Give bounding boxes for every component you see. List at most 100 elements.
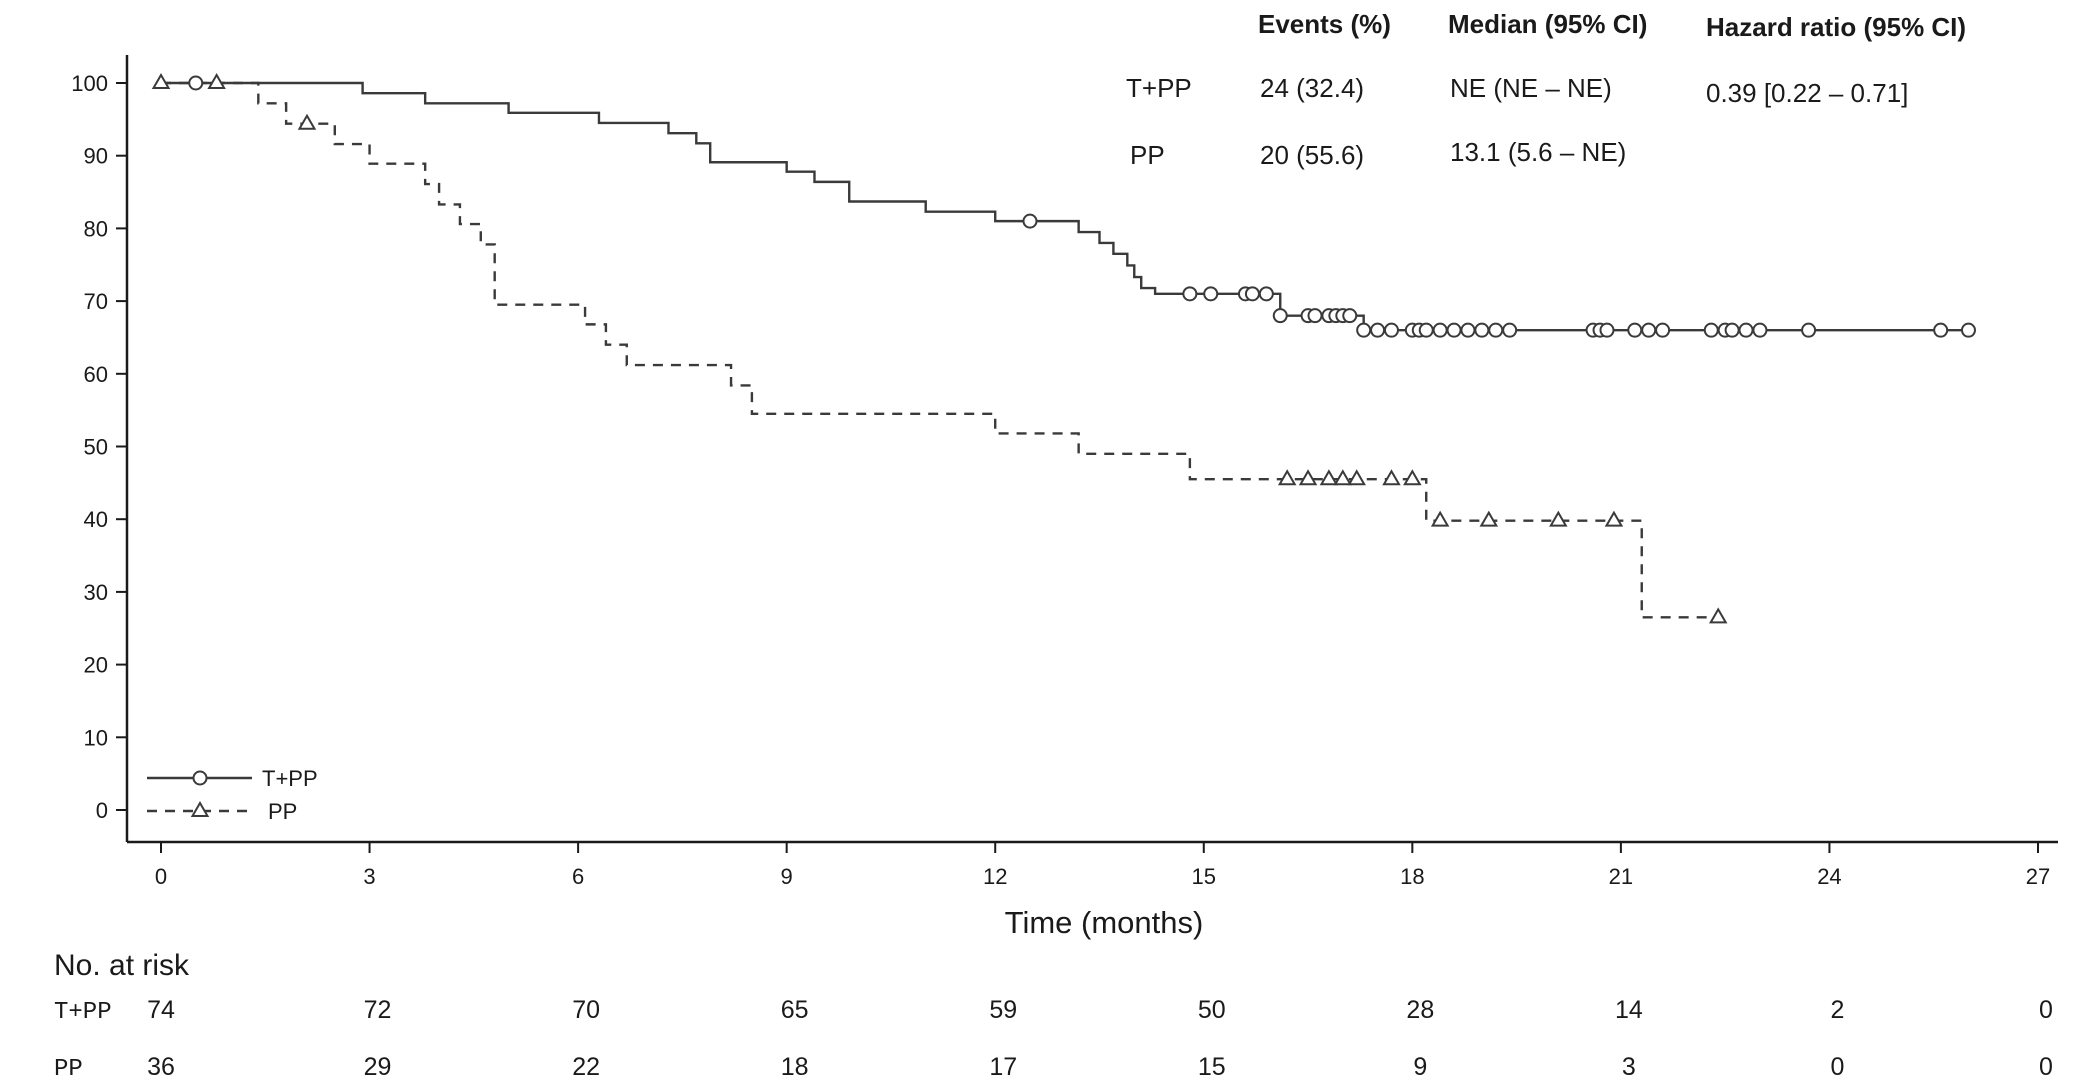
risk-value-tpp-18: 28: [1406, 996, 1434, 1024]
censor-marker-tpp-35: [1738, 322, 1754, 338]
stats-row-tpp-hr: 0.39 [0.22 – 0.71]: [1706, 78, 1908, 108]
stats-row-pp-group: PP: [1130, 140, 1165, 170]
y-tick-label-40: 40: [84, 507, 108, 532]
censor-marker-tpp-36: [1752, 322, 1768, 338]
censor-marker-tpp-16: [1383, 322, 1399, 338]
censor-marker-tpp-29: [1627, 322, 1643, 338]
censor-marker-tpp-15: [1370, 322, 1386, 338]
risk-value-tpp-15: 50: [1198, 996, 1226, 1024]
risk-value-pp-12: 17: [989, 1053, 1017, 1081]
censor-marker-tpp-7: [1272, 308, 1288, 324]
risk-value-pp-6: 22: [572, 1053, 600, 1081]
risk-value-tpp-3: 72: [364, 996, 392, 1024]
censor-marker-tpp-23: [1474, 322, 1490, 338]
censor-marker-tpp-24: [1488, 322, 1504, 338]
censor-marker-tpp-1: [1022, 213, 1038, 229]
stats-row-tpp-group: T+PP: [1126, 73, 1192, 103]
censor-marker-tpp-5: [1244, 286, 1260, 302]
risk-value-pp-3: 29: [364, 1053, 392, 1081]
stats-table: Events (%) Median (95% CI) Hazard ratio …: [1126, 9, 1966, 170]
risk-value-pp-15: 15: [1198, 1053, 1226, 1081]
x-axis-ticks: 0 3 6 9 12 15 18 21 24 27: [155, 842, 2050, 889]
censor-marker-pp-11: [1479, 510, 1499, 527]
risk-table-title: No. at risk: [54, 949, 190, 982]
censor-marker-pp-7: [1347, 469, 1366, 486]
risk-value-pp-21: 3: [1622, 1053, 1636, 1081]
censor-marker-pp-10: [1430, 510, 1450, 527]
censor-marker-tpp-39: [1960, 322, 1976, 338]
x-tick-label-21: 21: [1609, 864, 1633, 889]
risk-values: 74 72 70 65 59 50 28 14 2 0 36 29 22 18 17 15 9 3 0 0: [147, 996, 2053, 1081]
y-tick-label-0: 0: [96, 798, 108, 823]
y-axis-ticks: 0 10 20 30 40 50 60 70 80 90 100: [71, 71, 127, 823]
stats-row-pp-events: 20 (55.6): [1260, 140, 1364, 170]
risk-value-tpp-12: 59: [989, 996, 1017, 1024]
censor-marker-pp-1: [207, 72, 226, 89]
risk-value-tpp-27: 0: [2039, 996, 2053, 1024]
censor-marker-tpp-22: [1460, 322, 1476, 338]
risk-value-pp-24: 0: [1830, 1053, 1844, 1081]
series-layer: [161, 81, 1969, 619]
censor-marker-pp-14: [1708, 607, 1728, 624]
censor-marker-tpp-25: [1502, 322, 1518, 338]
censor-marker-pp-5: [1319, 469, 1339, 486]
stats-row-tpp-median: NE (NE – NE): [1450, 73, 1612, 103]
legend-marker-tpp: [192, 770, 208, 786]
censor-marker-pp-12: [1549, 510, 1568, 527]
risk-value-tpp-24: 2: [1830, 996, 1844, 1024]
x-tick-label-6: 6: [572, 864, 584, 889]
censor-marker-tpp-28: [1599, 322, 1615, 338]
risk-value-pp-18: 9: [1413, 1053, 1427, 1081]
y-tick-label-70: 70: [84, 289, 108, 314]
censor-marker-tpp-2: [1182, 286, 1198, 302]
censor-marker-tpp-3: [1203, 286, 1219, 302]
stats-header-hr: Hazard ratio (95% CI): [1706, 12, 1966, 42]
censor-marker-pp-6: [1333, 469, 1353, 486]
censor-markers: [151, 72, 1976, 624]
censor-marker-pp-0: [151, 72, 171, 89]
legend-label-pp: PP: [268, 799, 297, 824]
risk-value-tpp-9: 65: [781, 996, 809, 1024]
x-tick-label-3: 3: [363, 864, 375, 889]
risk-value-pp-27: 0: [2039, 1053, 2053, 1081]
y-tick-label-50: 50: [84, 435, 108, 460]
series-line-pp: [161, 81, 1719, 619]
stats-row-pp-median: 13.1 (5.6 – NE): [1450, 137, 1626, 167]
risk-value-tpp-6: 70: [572, 996, 600, 1024]
risk-value-pp-0: 36: [147, 1053, 175, 1081]
censor-marker-tpp-13: [1342, 308, 1358, 324]
censor-marker-pp-9: [1403, 469, 1422, 486]
x-tick-label-0: 0: [155, 864, 167, 889]
y-tick-label-100: 100: [71, 71, 108, 96]
legend-label-tpp: T+PP: [262, 766, 318, 791]
series-line-tpp: [161, 81, 1969, 332]
censor-marker-tpp-32: [1703, 322, 1719, 338]
risk-row-label-tpp: T+PP: [54, 999, 112, 1026]
censor-marker-tpp-20: [1432, 322, 1448, 338]
legend: T+PP PP: [147, 766, 318, 824]
censor-marker-tpp-30: [1641, 322, 1657, 338]
censor-marker-pp-3: [1277, 469, 1297, 486]
censor-marker-tpp-9: [1307, 308, 1323, 324]
x-tick-label-15: 15: [1192, 864, 1216, 889]
censor-marker-tpp-34: [1724, 322, 1740, 338]
x-tick-label-12: 12: [983, 864, 1007, 889]
y-tick-label-80: 80: [84, 216, 108, 241]
censor-marker-pp-13: [1604, 510, 1624, 527]
censor-marker-pp-4: [1298, 469, 1318, 486]
risk-row-label-pp: PP: [54, 1056, 83, 1083]
stats-row-tpp-events: 24 (32.4): [1260, 73, 1364, 103]
stats-header-events: Events (%): [1258, 9, 1391, 39]
x-tick-label-9: 9: [781, 864, 793, 889]
stats-header-median: Median (95% CI): [1448, 9, 1647, 39]
y-tick-label-20: 20: [84, 653, 108, 678]
y-tick-label-10: 10: [84, 725, 108, 750]
risk-value-tpp-0: 74: [147, 996, 175, 1024]
censor-marker-tpp-38: [1933, 322, 1949, 338]
censor-marker-tpp-0: [188, 75, 204, 91]
risk-table: No. at risk T+PP PP 74 72 70 65 59 50 28 14 2 0 36…: [54, 949, 2053, 1083]
x-axis-title: Time (months): [1005, 905, 1204, 940]
legend-marker-pp: [190, 800, 210, 817]
risk-value-pp-9: 18: [781, 1053, 809, 1081]
